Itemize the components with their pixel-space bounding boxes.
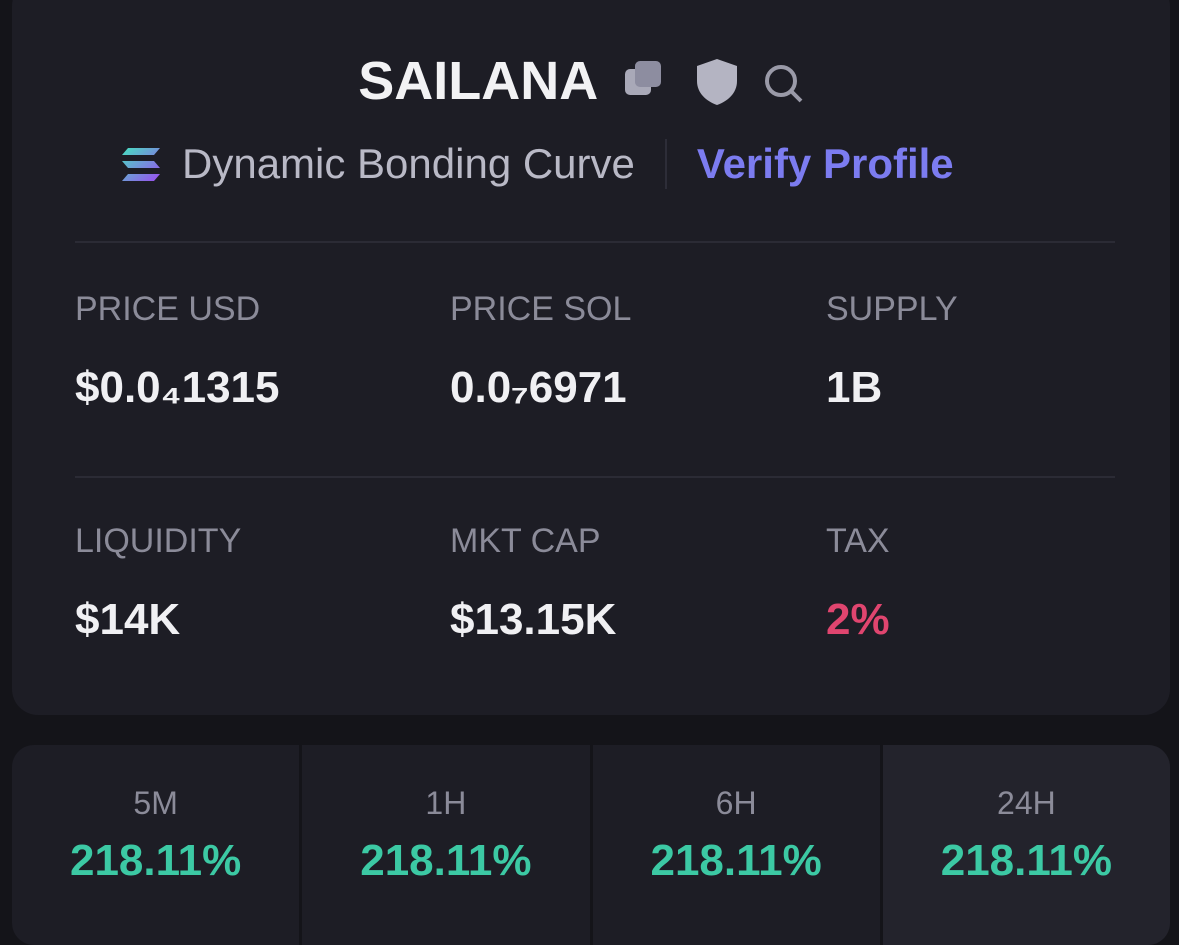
changes-bar: 5M 218.11% 1H 218.11% 6H 218.11% 24H 218.11% xyxy=(12,745,1170,945)
stat-value: $0.0₄1315 xyxy=(75,363,280,412)
stat: PRICE USD $0.0₄1315 xyxy=(75,290,280,413)
stat-label: SUPPLY xyxy=(826,290,958,328)
timeframe-label: 6H xyxy=(715,785,757,821)
stat: MKT CAP $13.15K xyxy=(450,522,616,645)
stat-value: $14K xyxy=(75,595,181,644)
title-row: SAILANA xyxy=(0,50,1179,112)
shield-icon[interactable] xyxy=(696,59,737,105)
timeframe-label: 24H xyxy=(997,785,1056,821)
stat-value: 2% xyxy=(826,595,890,644)
token-card xyxy=(12,0,1170,715)
change-value: 218.11% xyxy=(940,836,1113,885)
timeframe-cell[interactable]: 24H 218.11% xyxy=(882,745,1170,945)
change-value: 218.11% xyxy=(360,836,532,885)
token-title: SAILANA xyxy=(358,51,599,111)
timeframe-label: 1H xyxy=(425,785,467,821)
stat-value: $13.15K xyxy=(450,595,617,644)
curve-type: Dynamic Bonding Curve xyxy=(182,140,635,187)
copy-icon[interactable] xyxy=(624,61,661,95)
divider xyxy=(75,476,1115,478)
separator xyxy=(664,139,667,189)
change-value: 218.11% xyxy=(650,836,822,885)
subtitle-row: Dynamic Bonding Curve Verify Profile xyxy=(120,136,954,192)
stat: TAX 2% xyxy=(826,522,890,645)
stat-label: TAX xyxy=(826,522,890,560)
stat-label: PRICE SOL xyxy=(450,290,632,328)
timeframe-cell[interactable]: 1H 218.11% xyxy=(302,745,593,945)
stat-label: PRICE USD xyxy=(75,290,261,328)
timeframe-cell[interactable]: 5M 218.11% xyxy=(12,745,303,945)
token-icons xyxy=(624,59,803,105)
stat: PRICE SOL 0.0₇6971 xyxy=(450,290,631,413)
change-value: 218.11% xyxy=(69,836,242,885)
stat-label: MKT CAP xyxy=(450,522,601,560)
divider xyxy=(75,241,1115,243)
solana-logo xyxy=(122,148,160,181)
stat: LIQUIDITY $14K xyxy=(75,522,241,645)
stat: SUPPLY 1B xyxy=(826,290,958,413)
stat-value: 0.0₇6971 xyxy=(450,363,627,412)
verify-link[interactable]: Verify Profile xyxy=(696,140,954,187)
stat-label: LIQUIDITY xyxy=(75,522,242,560)
stat-value: 1B xyxy=(826,363,883,412)
timeframe-cell[interactable]: 6H 218.11% xyxy=(593,745,883,945)
timeframe-label: 5M xyxy=(133,785,178,821)
search-icon[interactable] xyxy=(764,65,803,103)
